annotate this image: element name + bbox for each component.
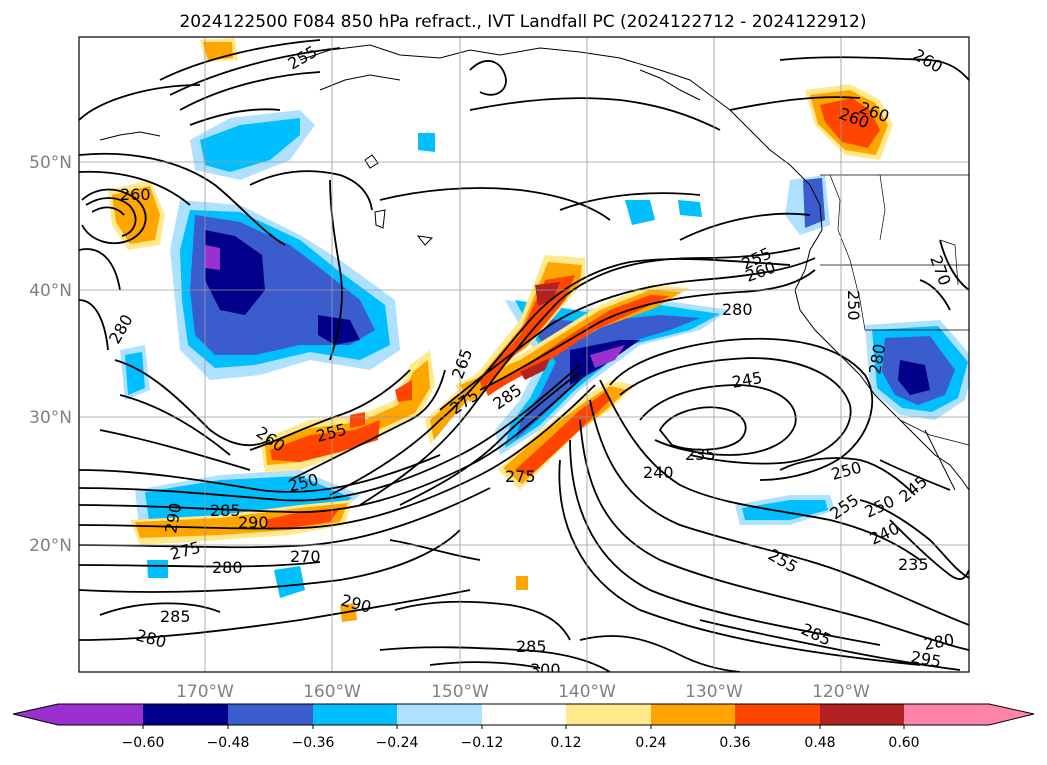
colorbar-swatch <box>313 704 397 725</box>
colorbar-outline <box>12 703 1035 726</box>
colorbar-swatch <box>566 704 651 725</box>
colorbar-swatch <box>228 704 313 725</box>
contour-label: 250 <box>844 290 863 321</box>
lon-label-170w: 170°W <box>176 682 234 702</box>
colorbar-swatch <box>13 704 143 725</box>
contour-label: 275 <box>505 467 536 486</box>
lon-label-150w: 150°W <box>431 682 489 702</box>
colorbar-tick-label: 0.12 <box>550 735 581 751</box>
contour-label: 300 <box>530 660 561 679</box>
latitude-labels: 50°N 40°N 30°N 20°N <box>29 153 72 556</box>
colorbar: −0.60 −0.48 −0.36 −0.24 −0.12 0.12 0.24 … <box>12 703 1035 751</box>
contour-label: 240 <box>643 463 674 482</box>
contour-label: 285 <box>160 607 191 626</box>
contour-label: 280 <box>212 558 243 577</box>
colorbar-tick-label: −0.60 <box>122 735 165 751</box>
colorbar-tick-label: −0.24 <box>376 735 419 751</box>
colorbar-tick-label: 0.48 <box>804 735 835 751</box>
figure-title: 2024122500 F084 850 hPa refract., IVT La… <box>179 12 866 32</box>
colorbar-swatch <box>482 704 566 725</box>
colorbar-tick-label: 0.24 <box>635 735 666 751</box>
colorbar-swatch <box>904 704 1034 725</box>
contour-label: 260 <box>120 185 151 204</box>
contour-label: 270 <box>290 547 321 566</box>
colorbar-tick-label: −0.48 <box>207 735 250 751</box>
colorbar-tick-label: 0.36 <box>719 735 750 751</box>
longitude-labels: 170°W 160°W 150°W 140°W 130°W 120°W <box>176 682 870 702</box>
colorbar-tick-label: −0.36 <box>292 735 335 751</box>
lat-label-30n: 30°N <box>29 408 72 428</box>
map-frame <box>78 36 970 673</box>
lat-label-40n: 40°N <box>29 281 72 301</box>
lon-label-130w: 130°W <box>685 682 743 702</box>
contour-label: 285 <box>516 637 547 656</box>
lon-label-120w: 120°W <box>812 682 870 702</box>
refractivity-contours <box>79 39 969 672</box>
colorbar-ticks <box>142 725 905 729</box>
lon-label-160w: 160°W <box>303 682 361 702</box>
colorbar-swatch <box>143 704 228 725</box>
contour-label: 235 <box>898 555 929 574</box>
colorbar-swatch <box>397 704 482 725</box>
coastlines <box>99 44 969 491</box>
lon-label-140w: 140°W <box>558 682 616 702</box>
lat-label-50n: 50°N <box>29 153 72 173</box>
contour-label: 235 <box>685 445 716 464</box>
colorbar-tick-label: 0.60 <box>888 735 919 751</box>
contour-label: 285 <box>210 501 241 520</box>
colorbar-swatch <box>735 704 820 725</box>
colorbar-tick-label: −0.12 <box>461 735 504 751</box>
lat-label-20n: 20°N <box>29 536 72 556</box>
contour-label: 280 <box>722 300 753 319</box>
graticule <box>79 37 969 672</box>
map-panel: 255 260 280 265 275 285 275 260 255 250 … <box>78 36 970 679</box>
colorbar-swatch <box>820 704 904 725</box>
contour-label: 290 <box>238 513 269 532</box>
colorbar-swatch <box>651 704 735 725</box>
political-borders <box>820 174 969 446</box>
